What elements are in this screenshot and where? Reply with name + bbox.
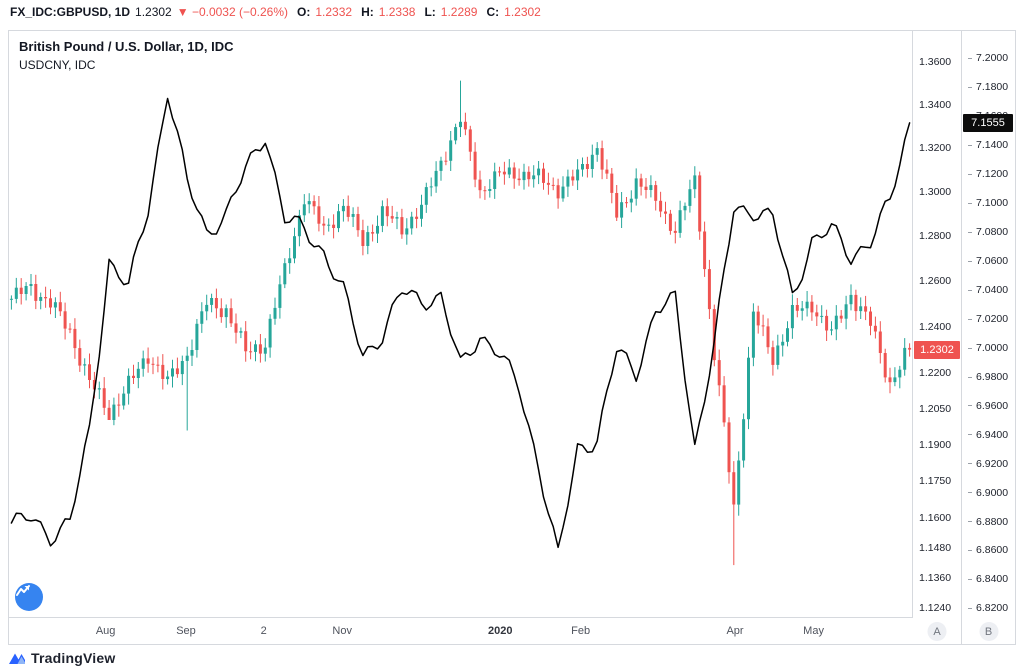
legend-symbol-title[interactable]: British Pound / U.S. Dollar, 1D, IDC [19,39,234,54]
price-tick-label: 7.1000 [962,197,1015,209]
price-tick-label: 1.2800 [919,229,952,242]
open-label: O: [297,5,311,19]
price-tick-label: 7.1200 [962,168,1015,180]
time-axis-label: Aug [95,625,116,637]
price-tick-label: 6.8200 [962,602,1015,614]
time-axis[interactable]: Aug Sep 2 Nov 2020 Feb Apr May [9,619,913,644]
chart-frame: British Pound / U.S. Dollar, 1D, IDC USD… [8,30,1016,645]
price-tick-label: 1.1900 [919,438,952,451]
price-tick-label: 1.1240 [919,602,952,615]
price-tick-label: 1.1480 [919,541,952,554]
scale-b-button[interactable]: B [979,622,998,641]
high-value: 1.2338 [378,5,416,19]
symbol-name[interactable]: FX_IDC:GBPUSD, 1D [10,5,131,19]
price-tick-label: 7.1800 [962,81,1015,93]
price-tick-label: 7.0600 [962,255,1015,267]
legend-overlay-title[interactable]: USDCNY, IDC [19,58,96,72]
scale-a-button[interactable]: A [927,622,947,641]
price-tick-label: 1.2050 [919,402,952,415]
last-price: 1.2302 [135,5,172,19]
price-tick-label: 1.2600 [919,275,952,288]
time-axis-label: May [803,625,824,637]
time-axis-label: Feb [571,625,591,637]
price-tick-label: 1.2200 [919,367,952,380]
price-tick-label: 6.9800 [962,371,1015,383]
footer-brand: TradingView [8,649,115,667]
price-tick-label: 7.2000 [962,52,1015,64]
price-tick-label: 1.1360 [919,571,952,584]
time-axis-label: Nov [332,625,352,637]
price-tick-label: 7.1400 [962,139,1015,151]
cny-price-axis[interactable]: 7.1555 B 7.20007.18007.16007.14007.12007… [962,31,1015,644]
high-label: H: [361,5,374,19]
plot-svg [9,80,912,566]
tradingview-wordmark[interactable]: TradingView [31,650,116,666]
price-chart-plot[interactable]: British Pound / U.S. Dollar, 1D, IDC USD… [9,31,913,618]
usdcny-last-price-badge: 7.1555 [963,113,1013,132]
price-tick-label: 6.9200 [962,458,1015,470]
price-tick-label: 1.2400 [919,320,952,333]
price-tick-label: 1.1750 [919,475,952,488]
tradingview-logo-icon [8,649,26,667]
gbpusd-last-price-badge: 1.2302 [914,340,960,359]
price-tick-label: 6.8800 [962,516,1015,528]
symbol-info-bar: FX_IDC:GBPUSD, 1D 1.2302 ▼ −0.0032 (−0.2… [10,5,541,19]
price-tick-label: 6.9400 [962,429,1015,441]
price-tick-label: 6.9600 [962,400,1015,412]
price-tick-label: 7.0200 [962,313,1015,325]
tradingview-watermark-button[interactable] [15,583,43,611]
price-tick-label: 1.3400 [919,98,952,111]
price-tick-label: 7.0800 [962,226,1015,238]
time-axis-label: 2020 [487,625,513,637]
price-tick-label: 6.9000 [962,487,1015,499]
price-tick-label: 7.0000 [962,342,1015,354]
low-value: 1.2289 [440,5,478,19]
price-tick-label: 6.8400 [962,573,1015,585]
tradingview-watermark-icon [16,585,30,596]
close-label: C: [486,5,500,19]
price-change: ▼ −0.0032 (−0.26%) [176,5,289,19]
price-tick-label: 6.8600 [962,544,1015,556]
close-value: 1.2302 [504,5,541,19]
price-tick-label: 1.3600 [919,56,952,69]
price-tick-label: 1.1600 [919,511,952,524]
price-tick-label: 1.3200 [919,141,952,154]
low-label: L: [424,5,436,19]
price-tick-label: 1.3000 [919,185,952,198]
time-axis-label: Sep [176,625,196,637]
chart-legend: British Pound / U.S. Dollar, 1D, IDC USD… [19,39,234,72]
time-axis-label: Apr [726,625,744,637]
gbp-price-axis[interactable]: 1.2302 A 1.3600 1.3400 1.3200 1.3000 1.2800 1… [913,31,962,644]
price-tick-label: 7.0400 [962,284,1015,296]
open-value: 1.2332 [315,5,353,19]
time-axis-label: 2 [260,625,267,637]
